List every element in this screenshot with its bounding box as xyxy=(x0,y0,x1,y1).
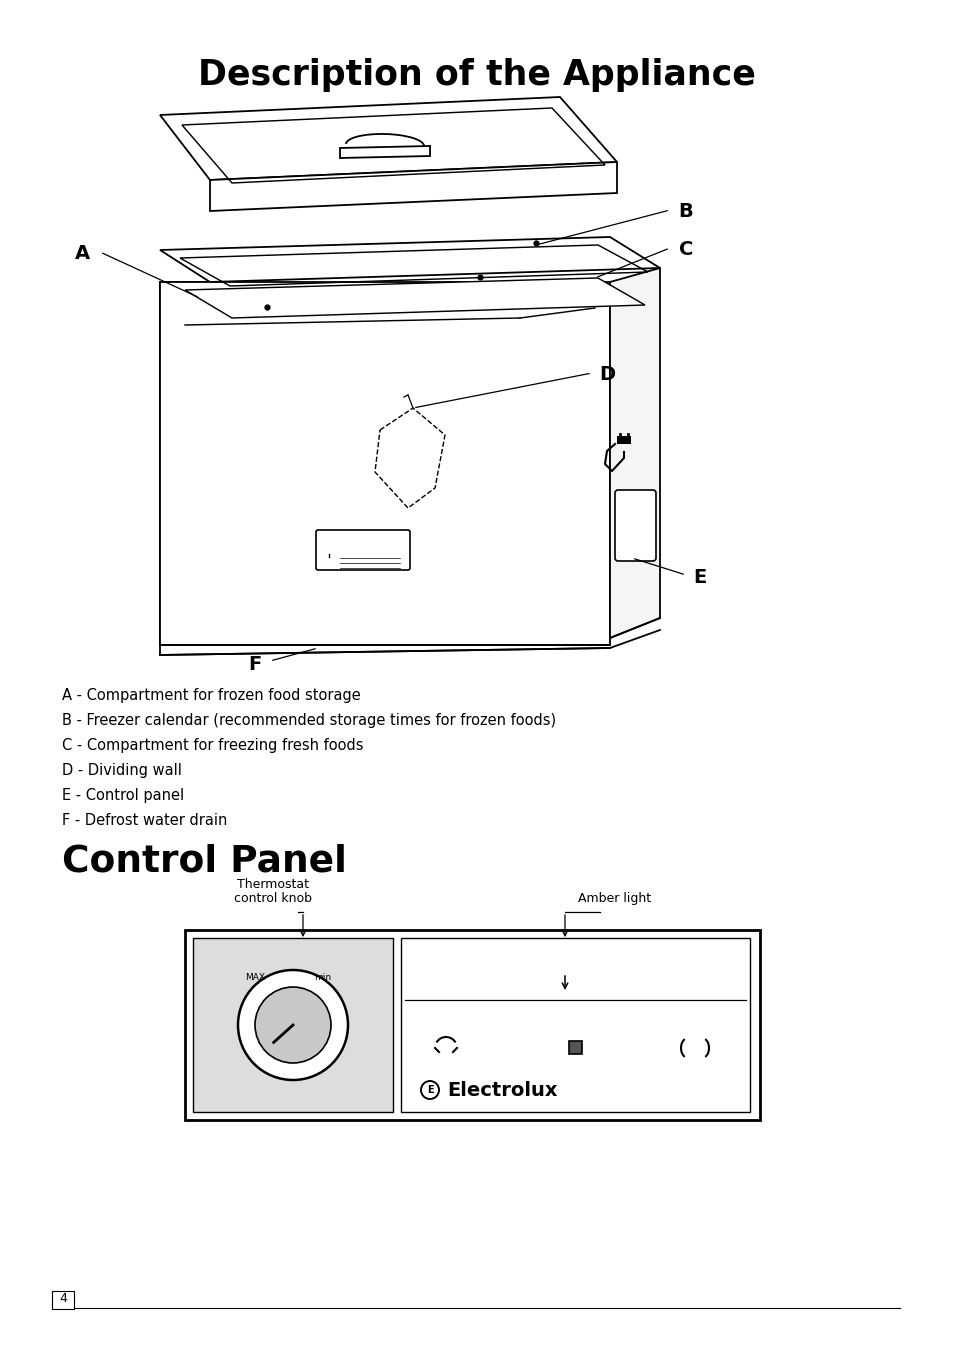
FancyBboxPatch shape xyxy=(315,530,410,571)
Text: Control Panel: Control Panel xyxy=(62,843,347,880)
Text: F: F xyxy=(248,656,261,674)
Circle shape xyxy=(254,987,331,1063)
Text: Electrolux: Electrolux xyxy=(447,1081,557,1099)
Text: B - Freezer calendar (recommended storage times for frozen foods): B - Freezer calendar (recommended storag… xyxy=(62,714,556,728)
Text: Thermostat: Thermostat xyxy=(236,878,309,890)
Text: A - Compartment for frozen food storage: A - Compartment for frozen food storage xyxy=(62,688,360,703)
Text: E: E xyxy=(426,1085,433,1095)
Bar xyxy=(193,938,393,1112)
Bar xyxy=(52,1291,74,1309)
Text: control knob: control knob xyxy=(233,892,312,905)
Bar xyxy=(617,436,630,444)
FancyBboxPatch shape xyxy=(615,490,656,561)
Bar xyxy=(568,1041,581,1054)
Circle shape xyxy=(237,970,348,1081)
Bar xyxy=(400,938,749,1112)
Text: E: E xyxy=(693,568,706,587)
Text: MAX: MAX xyxy=(245,973,265,982)
Text: C: C xyxy=(679,240,693,259)
Text: Description of the Appliance: Description of the Appliance xyxy=(198,58,755,92)
Text: C - Compartment for freezing fresh foods: C - Compartment for freezing fresh foods xyxy=(62,738,363,753)
Text: F - Defrost water drain: F - Defrost water drain xyxy=(62,813,227,828)
Polygon shape xyxy=(160,282,609,645)
Polygon shape xyxy=(609,268,659,638)
Text: min: min xyxy=(314,973,332,982)
Bar xyxy=(185,929,760,1120)
Polygon shape xyxy=(160,282,210,645)
Text: A: A xyxy=(74,244,90,263)
Text: D - Dividing wall: D - Dividing wall xyxy=(62,764,182,778)
Polygon shape xyxy=(210,162,617,210)
Polygon shape xyxy=(185,278,644,318)
Polygon shape xyxy=(160,237,659,282)
Text: E - Control panel: E - Control panel xyxy=(62,788,184,803)
Text: 4: 4 xyxy=(59,1292,67,1306)
Text: Amber light: Amber light xyxy=(578,892,651,905)
Polygon shape xyxy=(160,97,617,179)
Text: D: D xyxy=(598,366,615,384)
Text: B: B xyxy=(678,202,693,221)
